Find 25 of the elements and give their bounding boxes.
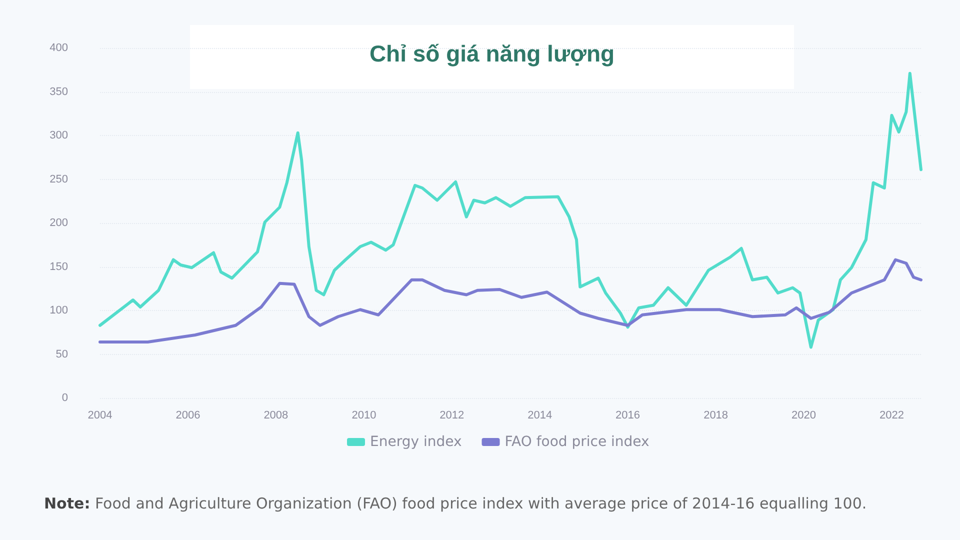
x-tick-label: 2012 bbox=[440, 410, 464, 422]
x-tick-label: 2010 bbox=[352, 410, 376, 422]
x-tick-label: 2020 bbox=[791, 410, 816, 422]
x-tick-label: 2018 bbox=[704, 410, 728, 422]
y-tick-label: 50 bbox=[56, 348, 68, 360]
legend-label: Energy index bbox=[370, 434, 462, 450]
y-tick-label: 100 bbox=[50, 304, 68, 316]
line-series bbox=[98, 258, 922, 344]
y-tick-label: 300 bbox=[50, 130, 68, 142]
legend-label: FAO food price index bbox=[504, 434, 650, 450]
y-tick-label: 350 bbox=[50, 86, 68, 98]
y-tick-label: 200 bbox=[50, 217, 68, 229]
x-tick-label: 2004 bbox=[88, 410, 112, 422]
text: Note: Food and Agriculture Organization (FAO) food price index with average price of 2014-16 equalling 100. bbox=[44, 494, 867, 512]
x-tick-label: 2014 bbox=[528, 410, 552, 422]
y-tick-label: 250 bbox=[50, 173, 68, 186]
x-tick-label: 2022 bbox=[879, 410, 904, 422]
x-tick-label: 2008 bbox=[264, 410, 288, 422]
x-tick-label: 2016 bbox=[616, 410, 640, 422]
y-tick-label: 0 bbox=[62, 392, 68, 404]
line-series bbox=[98, 72, 922, 349]
y-tick-label: 400 bbox=[50, 42, 68, 54]
x-tick-label: 2006 bbox=[176, 410, 200, 422]
y-tick-label: 150 bbox=[50, 260, 68, 273]
chart-title: Chỉ số giá năng lượng bbox=[369, 40, 615, 66]
